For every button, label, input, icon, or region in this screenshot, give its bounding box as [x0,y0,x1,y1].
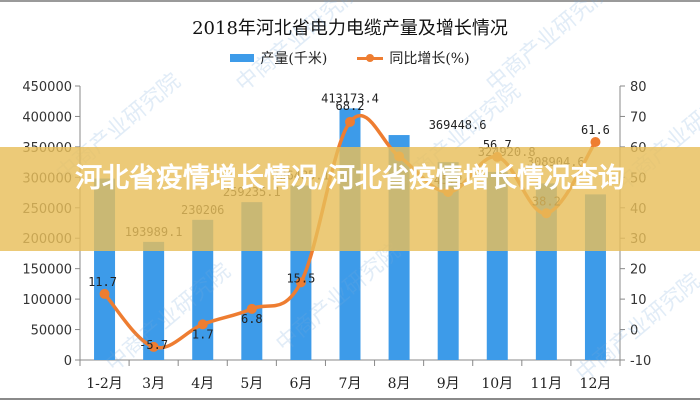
category-label: 12月 [580,376,612,392]
left-tick-label: 400000 [22,110,72,125]
category-label: 1-2月 [86,376,123,392]
overlay-banner-text: 河北省疫情增长情况/河北省疫情增长情况查询 [75,163,625,194]
right-tick-label: 80 [630,80,647,95]
bar-value-label: 413173.4 [321,91,379,105]
right-tick-label: -10 [630,354,651,369]
growth-value-label: 61.6 [581,123,610,137]
growth-value-label: -5.7 [139,338,168,352]
category-label: 9月 [437,376,460,392]
left-tick-label: 100000 [22,293,72,308]
overlay-banner [0,147,700,251]
category-label: 8月 [388,376,411,392]
growth-value-label: 11.7 [88,275,117,289]
growth-point[interactable] [295,277,306,288]
growth-point[interactable] [345,116,355,127]
growth-value-label: 68.2 [336,99,365,113]
category-label: 7月 [339,376,362,392]
legend-label-growth: 同比增长(%) [389,51,470,67]
category-label: 3月 [142,376,165,392]
legend-item-production[interactable]: 产量(千米) [230,48,327,68]
right-tick-label: 20 [630,263,647,278]
growth-value-label: 6.8 [241,312,263,326]
category-label: 11月 [530,376,562,392]
right-tick-label: 0 [630,324,638,339]
left-tick-label: 450000 [22,80,72,95]
growth-value-label: 1.7 [192,327,214,341]
growth-point[interactable] [99,288,110,299]
right-tick-label: 70 [630,110,647,125]
category-label: 5月 [240,376,263,392]
growth-point[interactable] [148,341,159,352]
category-label: 6月 [289,376,312,392]
legend-label-production: 产量(千米) [260,51,328,67]
line-swatch-icon [357,53,384,62]
right-tick-label: 10 [630,293,647,308]
chart-legend: 产量(千米) 同比增长(%) [0,48,700,68]
bar-swatch-icon [230,54,255,62]
chart-title: 2018年河北省电力电缆产量及增长情况 [192,18,508,39]
left-tick-label: 50000 [31,324,72,339]
left-tick-label: 150000 [22,263,72,278]
bar-value-label: 369448.6 [429,118,487,132]
bar[interactable] [143,241,165,360]
category-label: 4月 [191,376,214,392]
legend-item-growth[interactable]: 同比增长(%) [357,48,470,68]
category-label: 10月 [481,376,513,392]
growth-point[interactable] [197,319,208,330]
growth-point[interactable] [590,137,601,148]
growth-value-label: 15.5 [286,271,315,285]
growth-point[interactable] [246,303,257,314]
left-tick-label: 0 [64,354,72,369]
